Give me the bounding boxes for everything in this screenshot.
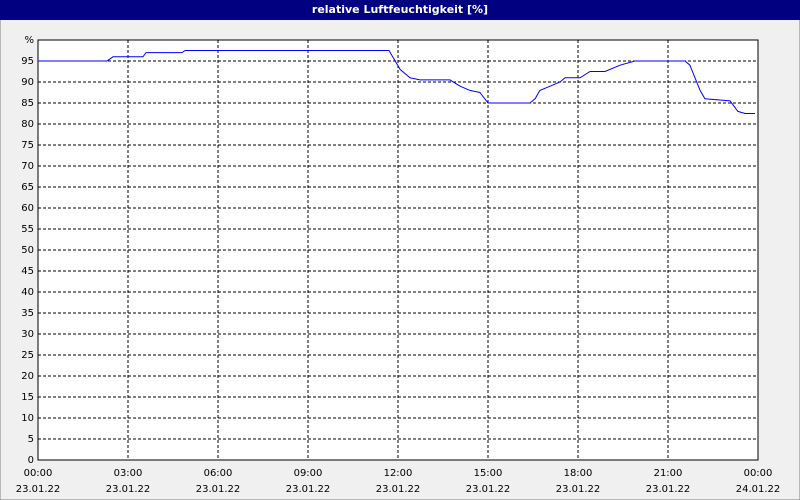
plot-border: [37, 39, 759, 461]
y-tick-label: 65: [21, 182, 34, 193]
y-tick-label: %: [24, 35, 34, 46]
y-tick-label: 50: [21, 245, 34, 256]
y-tick-label: 0: [28, 455, 34, 466]
y-tick-label: 80: [21, 119, 34, 130]
y-tick-label: 95: [21, 56, 34, 67]
x-tick-label: 12:00: [384, 468, 413, 479]
x-tick-date: 23.01.22: [16, 484, 61, 495]
y-tick-label: 40: [21, 287, 34, 298]
y-tick-label: 15: [21, 392, 34, 403]
x-tick-date: 23.01.22: [286, 484, 331, 495]
y-tick-label: 20: [21, 371, 34, 382]
y-tick-label: 25: [21, 350, 34, 361]
x-tick-label: 03:00: [114, 468, 143, 479]
y-tick-label: 70: [21, 161, 34, 172]
chart-title: relative Luftfeuchtigkeit [%]: [312, 3, 488, 16]
x-tick-date: 23.01.22: [556, 484, 601, 495]
y-tick-label: 30: [21, 329, 34, 340]
x-tick-date: 23.01.22: [466, 484, 511, 495]
x-tick-date: 23.01.22: [196, 484, 241, 495]
y-tick-label: 10: [21, 413, 34, 424]
x-tick-date: 23.01.22: [376, 484, 421, 495]
x-tick-date: 24.01.22: [736, 484, 781, 495]
data-line: [38, 50, 755, 114]
y-tick-label: 90: [21, 77, 34, 88]
x-tick-date: 23.01.22: [646, 484, 691, 495]
x-tick-label: 06:00: [204, 468, 233, 479]
x-tick-label: 18:00: [564, 468, 593, 479]
y-tick-label: 55: [21, 224, 34, 235]
y-tick-label: 45: [21, 266, 34, 277]
y-tick-label: 75: [21, 140, 34, 151]
y-tick-label: 60: [21, 203, 34, 214]
x-tick-label: 00:00: [744, 468, 773, 479]
y-tick-label: 85: [21, 98, 34, 109]
x-tick-label: 00:00: [24, 468, 53, 479]
title-bar: [0, 0, 800, 20]
y-tick-label: 35: [21, 308, 34, 319]
y-tick-label: 5: [28, 434, 34, 445]
x-tick-label: 15:00: [474, 468, 503, 479]
x-tick-date: 23.01.22: [106, 484, 151, 495]
x-tick-label: 09:00: [294, 468, 323, 479]
x-tick-label: 21:00: [654, 468, 683, 479]
